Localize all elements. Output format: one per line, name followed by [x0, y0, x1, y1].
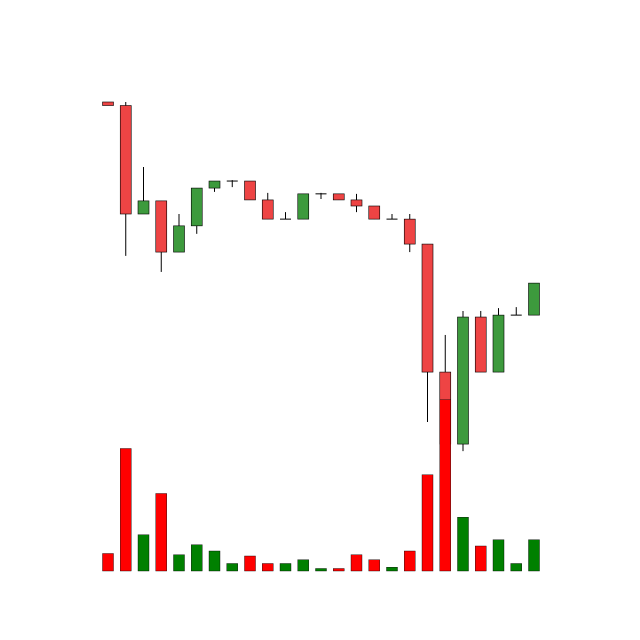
volume-bar: [315, 568, 327, 572]
candle-body: [457, 316, 469, 445]
candle: [280, 212, 291, 220]
candle-body: [155, 200, 168, 253]
candle: [226, 180, 238, 188]
candle: [474, 310, 487, 373]
volume-bar: [173, 554, 185, 572]
volume-bar: [421, 474, 434, 572]
candle: [190, 187, 203, 234]
volume-bar: [297, 559, 309, 572]
volume-bar: [120, 448, 132, 572]
candle: [457, 310, 469, 452]
candle: [102, 101, 114, 106]
candle-body: [297, 193, 310, 220]
volume-bar: [510, 563, 522, 572]
candle: [137, 166, 150, 215]
candle-body: [474, 316, 487, 373]
candle-body: [102, 101, 114, 106]
candle: [173, 214, 185, 253]
volume-bar: [404, 550, 416, 572]
volume-bar: [262, 563, 274, 572]
candle: [155, 200, 168, 272]
candle-body: [403, 218, 416, 245]
volume-bar: [137, 534, 150, 572]
volume-bar: [226, 563, 238, 572]
candle: [208, 180, 221, 192]
volume-bar: [528, 539, 540, 572]
volume-panel: [102, 399, 540, 572]
candle-body: [421, 243, 434, 373]
price-panel: [102, 101, 540, 452]
candle: [368, 205, 381, 220]
candle: [297, 193, 310, 220]
candle: [244, 180, 256, 201]
candle-body: [332, 193, 345, 201]
candle: [421, 243, 434, 422]
volume-bar: [102, 553, 114, 572]
candle-body: [528, 282, 540, 316]
candle: [510, 307, 522, 316]
candle: [315, 192, 327, 199]
candle-body: [350, 199, 363, 207]
candle-body: [190, 187, 203, 227]
volume-bar: [457, 517, 469, 572]
volume-bar: [279, 563, 292, 572]
candle: [119, 102, 132, 256]
candle: [261, 192, 274, 220]
candle-body: [137, 200, 150, 215]
volume-bar: [244, 555, 256, 572]
volume-bar: [368, 559, 380, 572]
candle-body: [173, 225, 185, 253]
candle-body: [208, 180, 221, 189]
candle-body: [119, 105, 132, 215]
candle: [403, 214, 416, 253]
volume-bar: [208, 550, 221, 572]
volume-bar: [475, 545, 487, 572]
candle-body: [368, 205, 381, 220]
volume-bar: [386, 567, 398, 572]
candle: [386, 214, 398, 220]
volume-bar: [155, 493, 167, 572]
volume-bar: [191, 544, 203, 572]
candle: [350, 193, 363, 213]
candle-body: [244, 180, 256, 201]
candle-body: [261, 199, 274, 220]
candle: [492, 308, 505, 373]
candle: [528, 282, 540, 316]
volume-bar: [350, 554, 363, 572]
candle: [332, 193, 345, 201]
volume-bar: [439, 399, 451, 572]
candle-body: [492, 314, 505, 373]
volume-bar: [492, 539, 505, 572]
volume-bar: [333, 568, 345, 572]
